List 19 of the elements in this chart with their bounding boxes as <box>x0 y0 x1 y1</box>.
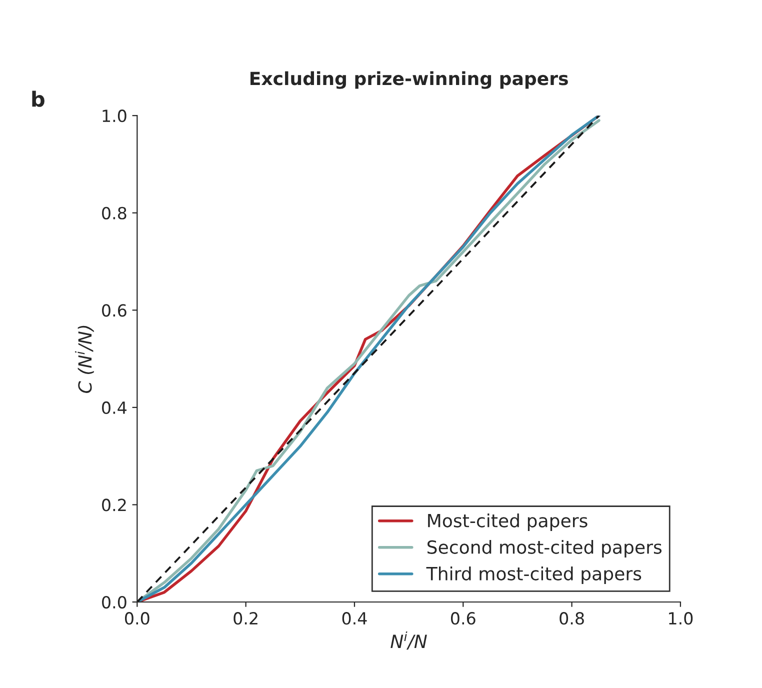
y-tick-label: 0.8 <box>102 206 126 220</box>
x-tick-label: 0.2 <box>234 612 258 625</box>
x-tick-label: 1.0 <box>669 612 693 625</box>
y-tick-label: 0.6 <box>102 304 126 317</box>
x-tick-label: 0.8 <box>560 612 584 625</box>
legend-label: Most-cited papers <box>428 513 588 531</box>
x-tick-label: 0.4 <box>342 612 367 625</box>
text: b <box>32 90 44 107</box>
y-tick-label: 0.0 <box>102 596 126 609</box>
chart-title: Excluding prize-winning papers <box>250 71 568 89</box>
y-tick-label: 0.4 <box>102 401 127 414</box>
x-tick-label: 0.0 <box>125 612 150 625</box>
legend-label: Third most-cited papers <box>426 566 642 584</box>
y-tick-label: 0.2 <box>102 498 126 512</box>
x-tick-label: 0.6 <box>450 612 476 625</box>
y-tick-label: 1.0 <box>102 110 126 122</box>
x-axis-title: N$^{i}$/N <box>390 631 427 650</box>
legend-label: Second most-cited papers <box>428 540 662 558</box>
y-axis-title: C (N$^{i}$/N) <box>75 326 94 393</box>
